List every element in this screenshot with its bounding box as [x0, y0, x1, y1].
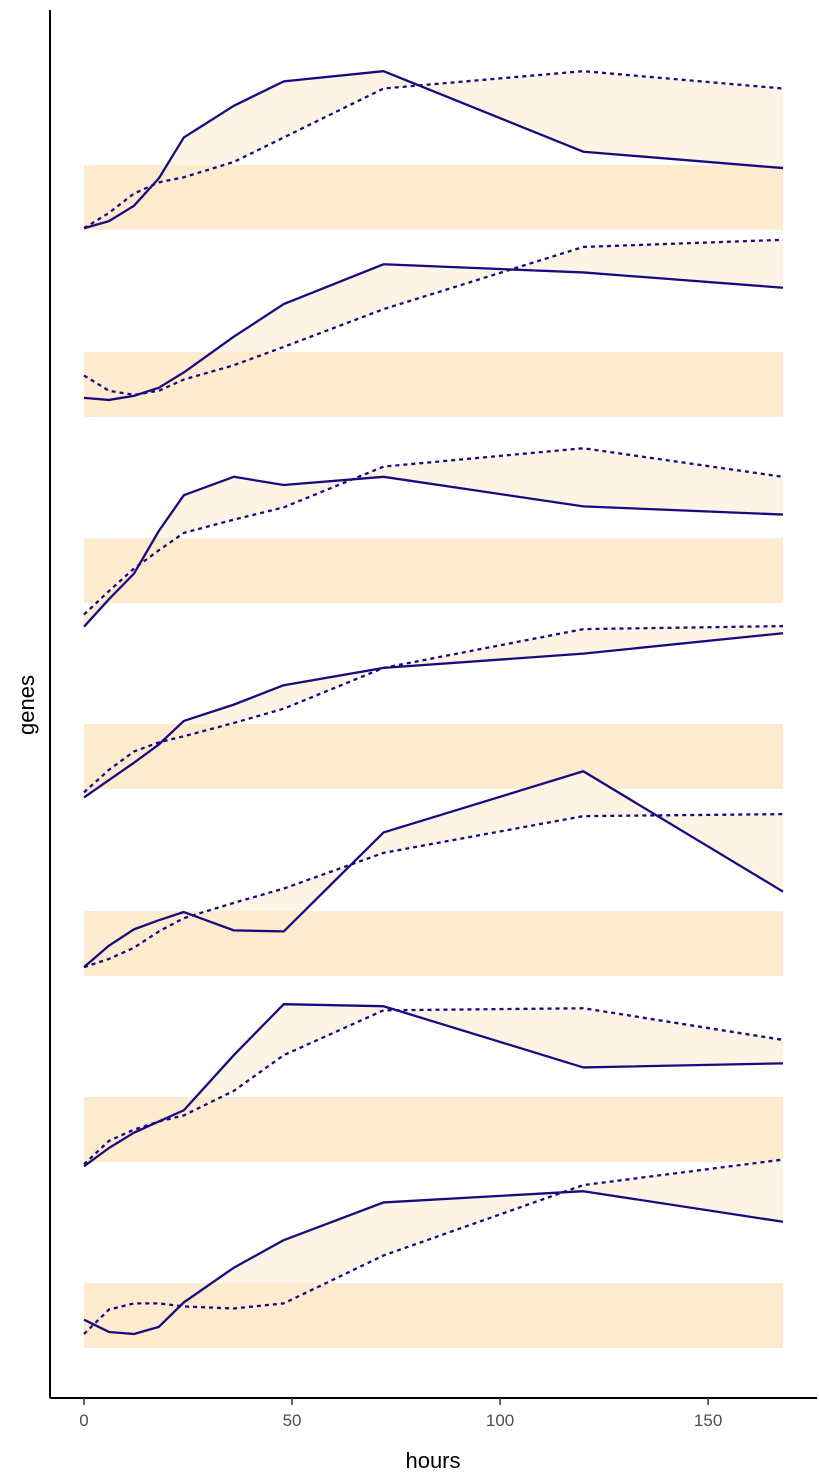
ribbon-fill — [84, 239, 783, 400]
ribbon-overlap — [84, 352, 270, 400]
series-solid-line — [83, 263, 784, 402]
ribbon-overlap — [84, 911, 305, 968]
baseline-band — [84, 352, 783, 417]
series-dotted-line — [83, 1158, 784, 1335]
series-solid-line — [83, 475, 784, 628]
ribbon-fill — [84, 626, 783, 798]
x-tick-label: 100 — [486, 1411, 514, 1430]
x-axis-ticks: 0 50 100 150 — [79, 1398, 722, 1430]
baseline-band — [84, 538, 783, 603]
series-dotted-line — [83, 238, 784, 397]
gene-panel-6 — [83, 1003, 784, 1168]
series-dotted-line — [83, 624, 784, 794]
gene-panel-7 — [83, 1158, 784, 1348]
ribbon-fill — [84, 71, 783, 229]
series-solid-line — [83, 632, 784, 799]
gene-panel-5 — [83, 770, 784, 976]
baseline-band — [84, 1283, 783, 1348]
x-tick-label: 150 — [694, 1411, 722, 1430]
series-solid-line — [83, 1190, 784, 1336]
baseline-band — [84, 165, 783, 230]
ribbon-fill — [84, 1004, 783, 1167]
x-tick-label: 50 — [283, 1411, 302, 1430]
baseline-band — [84, 724, 783, 789]
ribbon-fill — [84, 448, 783, 627]
series-dotted-line — [83, 812, 784, 969]
plot-area — [83, 70, 784, 1348]
x-tick-label: 0 — [79, 1411, 88, 1430]
x-axis-title: hours — [405, 1448, 460, 1473]
series-dotted-line — [83, 70, 784, 230]
gene-panel-3 — [83, 447, 784, 628]
series-solid-line — [83, 770, 784, 968]
baseline-band — [84, 911, 783, 976]
gene-panel-1 — [83, 70, 784, 230]
series-dotted-line — [83, 447, 784, 616]
ribbon-overlap — [84, 1283, 327, 1334]
series-solid-line — [83, 70, 784, 230]
y-axis-title: genes — [14, 675, 39, 735]
gene-panel-2 — [83, 238, 784, 417]
series-solid-line — [83, 1003, 784, 1168]
gene-panel-4 — [83, 624, 784, 799]
